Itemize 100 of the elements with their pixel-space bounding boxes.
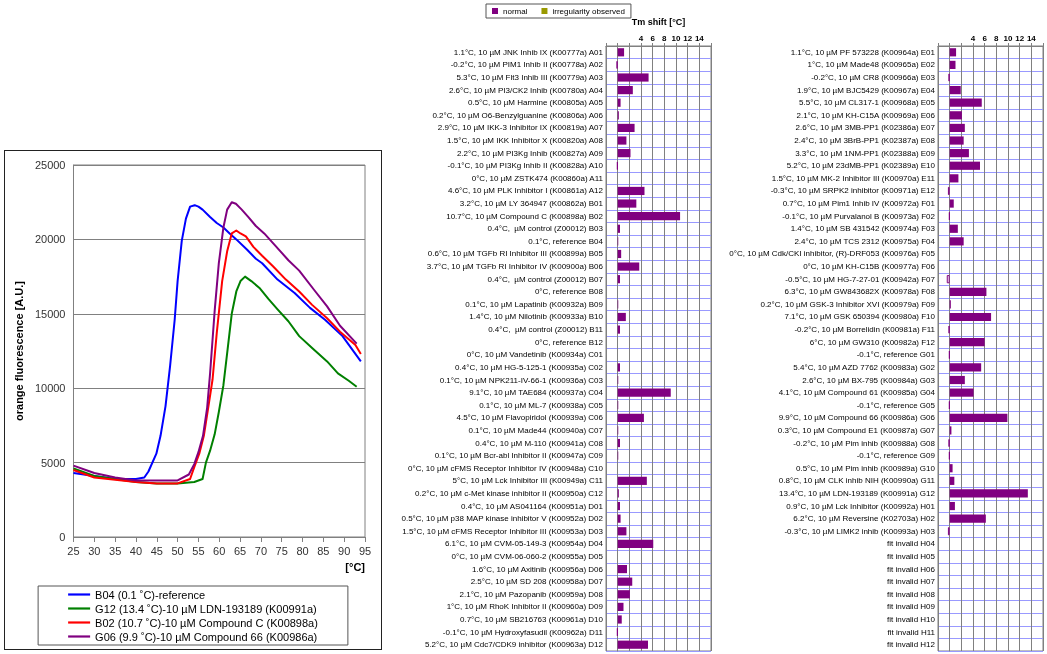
y-tick-label: -0.2°C, 10 µM CR8 (K00966a) E03 xyxy=(811,73,936,83)
legend-label: normal xyxy=(503,6,528,16)
y-tick-label: 0.6°C, 10 µM TGFb RI Inhibitor III (K00899a) B05 xyxy=(427,249,604,259)
bar xyxy=(949,224,958,233)
y-tick-label: 2.1°C, 10 µM KH-C15A (K00969a) E06 xyxy=(796,110,936,120)
legend-label: G06 (9.9 ˚C)-10 µM Compound 66 (K00986a) xyxy=(95,630,318,643)
y-tick-label: 1.1°C, 10 µM JNK Inhib IX (K00777a) A01 xyxy=(453,47,604,57)
y-tick-label: 7.1°C, 10 µM GSK 650394 (K00980a) F10 xyxy=(784,312,936,322)
x-tick-label: 6 xyxy=(650,33,656,43)
y-tick-label: 0.5°C, 10 µM Harmine (K00805a) A05 xyxy=(468,98,604,108)
x-tick-label: 75 xyxy=(275,544,288,557)
y-tick-label: 10000 xyxy=(34,382,66,395)
y-tick-label: 0.3°C, 10 µM Compound E1 (K00987a) G07 xyxy=(777,425,936,435)
bar xyxy=(949,413,1008,422)
bar xyxy=(617,602,624,611)
x-tick-label: 50 xyxy=(171,544,184,557)
y-tick-label: -0.1°C, 10 µM PI3Kg Inhib II (K00828a) A10 xyxy=(447,161,604,171)
bar xyxy=(617,325,620,334)
bar xyxy=(617,476,647,485)
x-tick-label: 6 xyxy=(982,33,988,43)
x-tick-label: 90 xyxy=(338,544,351,557)
bar xyxy=(949,363,982,372)
y-tick-label: -0.3°C, 10 µM SRPK2 inhibitor (K00971a) E12 xyxy=(770,186,936,196)
bar xyxy=(617,73,649,82)
bar xyxy=(949,60,956,69)
bar xyxy=(949,136,964,145)
y-tick-label: 5.2°C, 10 µM 23dMB-PP1 (K02389a) E10 xyxy=(786,161,936,171)
bar xyxy=(617,86,633,95)
y-tick-label: 1.1°C, 10 µM PF 573228 (K00964a) E01 xyxy=(790,47,936,57)
bar xyxy=(949,388,974,397)
y-tick-label: 0°C, 10 µM Cdk/CKI inhibitor, (R)-DRF053 (K00976a) F05 xyxy=(729,249,936,259)
bar xyxy=(617,577,633,586)
y-tick-label: 0 xyxy=(59,531,66,543)
y-tick-label: 0.4°C, µM control (Z00012) B11 xyxy=(488,325,604,335)
y-tick-label: 0.8°C, 10 µM CLK inhib NIH (K00990a) G11 xyxy=(778,476,936,486)
y-tick-label: 0°C, 10 µM KH-C15B (K00977a) F06 xyxy=(803,262,936,272)
y-tick-label: 4.1°C, 10 µM Compound 61 (K00985a) G04 xyxy=(778,388,936,398)
y-tick-label: 0.5°C, 10 µM Pim inhib (K00989a) G10 xyxy=(796,463,936,473)
y-tick-label: 3.2°C, 10 µM LY 364947 (K00862a) B01 xyxy=(459,199,604,209)
x-tick-label: 8 xyxy=(662,33,668,43)
y-tick-label: 5.4°C, 10 µM AZD 7762 (K00983a) G02 xyxy=(793,362,936,372)
y-tick-label: 2.6°C, 10 µM BX-795 (K00984a) G03 xyxy=(802,375,936,385)
x-tick-label: 35 xyxy=(109,544,122,557)
y-tick-label: 5.5°C, 10 µM CL317-1 (K00968a) E05 xyxy=(799,98,936,108)
y-tick-label: 0°C, reference B12 xyxy=(534,337,604,347)
y-tick-label: 6.3°C, 10 µM GW843682X (K00978a) F08 xyxy=(784,287,936,297)
x-tick-label: 12 xyxy=(683,33,693,43)
y-tick-label: 1°C, 10 µM RhoK Inhibitor II (K00960a) D09 xyxy=(446,602,604,612)
y-tick-label: 0.2°C, 10 µM GSK-3 Inhibitor XVI (K00979a) F09 xyxy=(760,299,936,309)
y-tick-label: -0.5°C, 10 µM HG-7-27-01 (K00942a) F07 xyxy=(785,274,936,284)
y-tick-label: 0.4°C, µM control (Z00012) B03 xyxy=(487,224,604,234)
y-tick-label: 2.4°C, 10 µM 3BrB-PP1 (K02387a) E08 xyxy=(794,136,936,146)
y-axis-title: orange fluorescence [A.U.] xyxy=(12,280,25,421)
legend-label: irregularity observed xyxy=(552,6,625,16)
y-tick-label: 1.5°C, 10 µM cFMS Receptor Inhibitor III (K00953a) D03 xyxy=(402,526,604,536)
bar xyxy=(617,615,622,624)
y-tick-label: 0°C, 10 µM CVM-06-060-2 (K00955a) D05 xyxy=(451,551,604,561)
y-tick-label: 6.2°C, 10 µM Reversine (K02703a) H02 xyxy=(793,514,936,524)
bar xyxy=(949,161,980,170)
y-tick-label: 0°C, reference B08 xyxy=(534,287,604,297)
bar xyxy=(949,489,1028,498)
y-tick-label: fit invalid H04 xyxy=(886,539,936,549)
bar xyxy=(949,287,987,296)
y-tick-label: 3.7°C, 10 µM TGFb RI Inhibitor IV (K00900a) B06 xyxy=(426,262,604,272)
y-tick-label: 4.6°C, 10 µM PLK Inhibitor I (K00861a) A12 xyxy=(447,186,604,196)
x-tick-label: 4 xyxy=(970,33,976,43)
y-tick-label: 4.5°C, 10 µM Flavopiridol (K00939a) C06 xyxy=(456,413,604,423)
bar xyxy=(617,539,654,548)
bar xyxy=(949,237,964,246)
y-tick-label: fit invalid H11 xyxy=(887,627,936,637)
bar xyxy=(949,338,985,347)
y-tick-label: 1.6°C, 10 µM Axitinib (K00956a) D06 xyxy=(472,564,604,574)
y-tick-label: -0.2°C, 10 µM Pim inhib (K00988a) G08 xyxy=(793,438,936,448)
y-tick-label: fit invalid H08 xyxy=(886,589,936,599)
y-tick-label: 0.9°C, 10 µM Lck Inhibitor (K00992a) H01 xyxy=(786,501,936,511)
x-tick-label: 12 xyxy=(1015,33,1025,43)
bar xyxy=(617,149,631,158)
y-tick-label: fit invalid H09 xyxy=(886,602,936,612)
legend-label: B02 (10.7 ˚C)-10 µM Compound C (K00898a) xyxy=(95,616,318,629)
y-tick-label: 5.2°C, 10 µM Cdc7/CDK9 inhibitor (K00963a) D12 xyxy=(424,640,604,650)
y-tick-label: 2.4°C, 10 µM TCS 2312 (K00975a) F04 xyxy=(794,236,936,246)
y-tick-label: 2.6°C, 10 µM PI3/CK2 Inhib (K00780a) A04 xyxy=(448,85,604,95)
y-tick-label: 0.1°C, 10 µM Made44 (K00940a) C07 xyxy=(468,425,604,435)
y-tick-label: fit invalid H10 xyxy=(886,614,936,624)
legend-label: B04 (0.1 ˚C)-reference xyxy=(95,588,206,601)
y-tick-label: 0°C, 10 µM cFMS Receptor Inhibitor IV (K00948a) C10 xyxy=(407,463,604,473)
x-tick-label: 60 xyxy=(213,544,226,557)
bar xyxy=(949,514,986,523)
y-tick-label: 25000 xyxy=(34,159,66,171)
bar xyxy=(617,640,648,649)
y-tick-label: 20000 xyxy=(34,233,66,246)
y-tick-label: 0.7°C, 10 µM SB216763 (K00961a) D10 xyxy=(459,614,604,624)
y-tick-label: 0°C, 10 µM Vandetinib (K00934a) C01 xyxy=(466,350,604,360)
x-axis-title: Tm shift [°C] xyxy=(631,16,686,27)
x-tick-label: 95 xyxy=(358,544,372,557)
x-tick-label: 14 xyxy=(1026,33,1037,43)
x-tick-label: 45 xyxy=(150,544,163,557)
bar xyxy=(617,312,626,322)
y-tick-label: 1.4°C, 10 µM Nilotinib (K00933a) B10 xyxy=(469,312,604,322)
x-tick-label: 14 xyxy=(694,33,705,43)
